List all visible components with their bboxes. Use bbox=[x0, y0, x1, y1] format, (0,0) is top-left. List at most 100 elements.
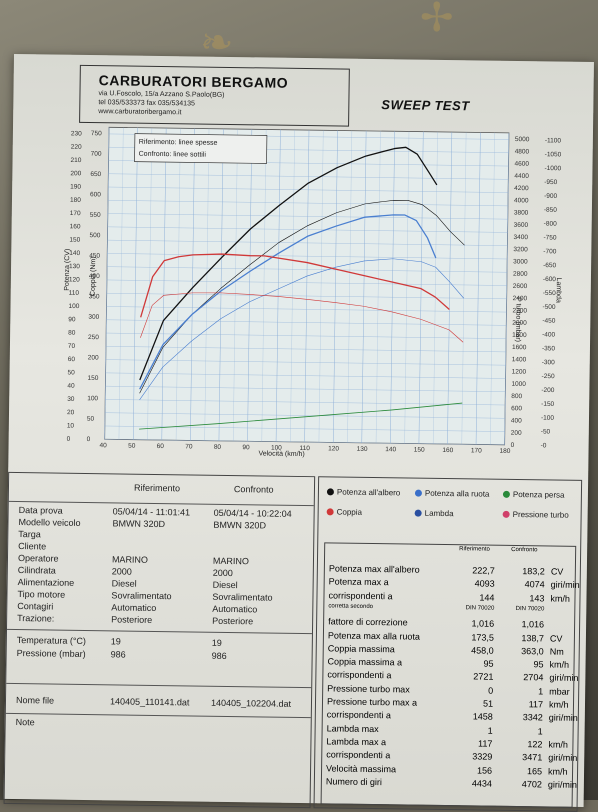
gridline-h bbox=[108, 186, 509, 193]
info-conf: 2000 bbox=[212, 567, 233, 579]
y-axis-label-mbar: P turbo (mbar) bbox=[514, 297, 522, 342]
stat-conf: 4074 bbox=[524, 579, 545, 590]
stat-unit: giri/min bbox=[549, 672, 579, 684]
y-tick-cv: 200 bbox=[70, 170, 81, 177]
stat-label: Coppia massima bbox=[327, 643, 395, 655]
y-tick-rpm: 4000 bbox=[514, 197, 529, 204]
y-tick-lambda: -200 bbox=[541, 387, 554, 394]
gridline-v bbox=[104, 127, 110, 440]
y-tick-nm: 0 bbox=[87, 436, 91, 443]
y-tick-cv: 10 bbox=[67, 422, 75, 429]
stat-label: Pressione turbo max bbox=[327, 683, 410, 695]
y-tick-lambda: -700 bbox=[543, 248, 556, 255]
y-tick-cv: 110 bbox=[69, 290, 80, 297]
stat-row: Coppia massima 458,0 363,0 Nm bbox=[324, 643, 574, 656]
y-tick-rpm: 3600 bbox=[514, 222, 529, 229]
stat-conf: 122 bbox=[527, 739, 543, 750]
gridline-v bbox=[161, 128, 167, 441]
info-ref: MARINO bbox=[111, 554, 149, 565]
y-tick-lambda: -1050 bbox=[545, 151, 562, 158]
stat-ref: 1 bbox=[487, 725, 493, 736]
x-tick-label: 60 bbox=[157, 443, 165, 450]
info-label: Cliente bbox=[18, 541, 47, 552]
gridline-v bbox=[190, 128, 195, 441]
test-info-table: Riferimento Confronto Data prova 05/04/14… bbox=[3, 471, 316, 809]
stat-row: Potenza max all'albero 222,7 183,2 CV bbox=[325, 563, 575, 576]
gridline-v bbox=[447, 132, 453, 445]
stat-label: corrispondenti a bbox=[326, 749, 391, 761]
legend-box-conf: Confronto: linee sottili bbox=[139, 151, 207, 159]
series-line bbox=[140, 253, 450, 318]
col-header-conf: Confronto bbox=[233, 484, 274, 495]
stat-ref: 144 bbox=[479, 592, 495, 603]
stat-row: corretta secondo DIN 70020 DIN 70020 bbox=[324, 603, 574, 616]
y-tick-cv: 50 bbox=[68, 369, 76, 376]
gridline-h bbox=[106, 293, 507, 299]
stat-ref: 222,7 bbox=[472, 565, 495, 576]
y-tick-rpm: 800 bbox=[511, 393, 522, 400]
info-rows: Data prova 05/04/14 - 11:01:41 05/04/14 - … bbox=[9, 473, 314, 626]
results-panel: Potenza all'albero Potenza alla ruota Pote… bbox=[313, 476, 583, 812]
legend-dot-icon bbox=[326, 488, 334, 496]
gridline-v bbox=[504, 132, 510, 445]
legend-box-ref: Riferimento: linee spesse bbox=[139, 139, 218, 147]
stat-label: Lambda max bbox=[326, 722, 379, 734]
y-tick-lambda: -550 bbox=[543, 290, 556, 297]
stat-unit: giri/min bbox=[548, 712, 578, 724]
y-tick-cv: 90 bbox=[68, 316, 76, 323]
stat-row: Velocità massima 156 165 km/h bbox=[322, 763, 572, 776]
gridline-v bbox=[475, 132, 481, 445]
stat-label: corrispondenti a bbox=[326, 709, 391, 721]
gridline-v bbox=[275, 129, 281, 442]
gridline-v bbox=[304, 130, 310, 443]
y-tick-lambda: -400 bbox=[542, 331, 555, 338]
stat-ref: 173,5 bbox=[471, 631, 495, 643]
y-tick-lambda: -150 bbox=[541, 401, 554, 408]
gridline-h bbox=[107, 213, 508, 220]
x-tick-label: 170 bbox=[471, 447, 482, 454]
stat-conf: 363,0 bbox=[521, 645, 544, 657]
stat-conf: 138,7 bbox=[521, 632, 544, 643]
y-tick-rpm: 3200 bbox=[513, 246, 528, 253]
y-tick-rpm: 1200 bbox=[512, 369, 527, 376]
y-tick-lambda: -650 bbox=[543, 262, 556, 269]
info-label: Targa bbox=[18, 529, 41, 540]
file-label: Nome file bbox=[15, 695, 55, 706]
gridline-h bbox=[107, 200, 508, 207]
gridline-v bbox=[332, 130, 338, 443]
stats-col-conf: Confronto bbox=[511, 546, 538, 554]
series-legend: Potenza all'albero Potenza alla ruota Pote… bbox=[319, 477, 581, 520]
info-label: Data prova bbox=[18, 505, 63, 516]
stat-conf: 1 bbox=[537, 725, 543, 736]
x-tick-label: 90 bbox=[242, 444, 250, 451]
stat-label: Pressione turbo max a bbox=[326, 696, 418, 708]
divider bbox=[6, 682, 312, 689]
info-conf: Posteriore bbox=[212, 615, 254, 627]
stat-unit: giri/min bbox=[550, 579, 580, 591]
y-tick-lambda: -100 bbox=[541, 415, 554, 422]
stat-row: corrispondenti a 3329 3471 giri/min bbox=[322, 749, 577, 764]
y-tick-cv: 210 bbox=[70, 157, 81, 164]
stat-rows: Potenza max all'albero 222,7 183,2 CV Potenz… bbox=[325, 543, 580, 789]
y-tick-lambda: -750 bbox=[543, 234, 556, 241]
info-conf: Automatico bbox=[212, 603, 258, 615]
stat-label: Coppia massima a bbox=[327, 656, 403, 668]
y-tick-cv: 170 bbox=[70, 210, 81, 217]
y-tick-lambda: -800 bbox=[544, 220, 557, 227]
gridline-v bbox=[132, 127, 138, 440]
series-line bbox=[140, 292, 464, 343]
company-header: CARBURATORI BERGAMO via U.Foscolo, 15/a … bbox=[79, 64, 350, 127]
stat-ref: DIN 70020 bbox=[465, 605, 495, 612]
x-tick-label: 110 bbox=[299, 445, 310, 452]
gridline-v bbox=[375, 131, 381, 444]
y-tick-nm: 600 bbox=[90, 191, 101, 198]
y-tick-lambda: -900 bbox=[544, 193, 557, 200]
stat-row: corrispondenti a 2721 2704 giri/min bbox=[323, 670, 578, 684]
series-line bbox=[139, 258, 464, 401]
file-ref: 140405_110141.dat bbox=[109, 696, 190, 708]
gridline-h bbox=[107, 253, 508, 260]
y-tick-cv: 230 bbox=[71, 130, 82, 137]
y-tick-nm: 650 bbox=[90, 171, 101, 178]
stat-ref: 4093 bbox=[474, 578, 495, 590]
report-title: SWEEP TEST bbox=[381, 97, 470, 114]
